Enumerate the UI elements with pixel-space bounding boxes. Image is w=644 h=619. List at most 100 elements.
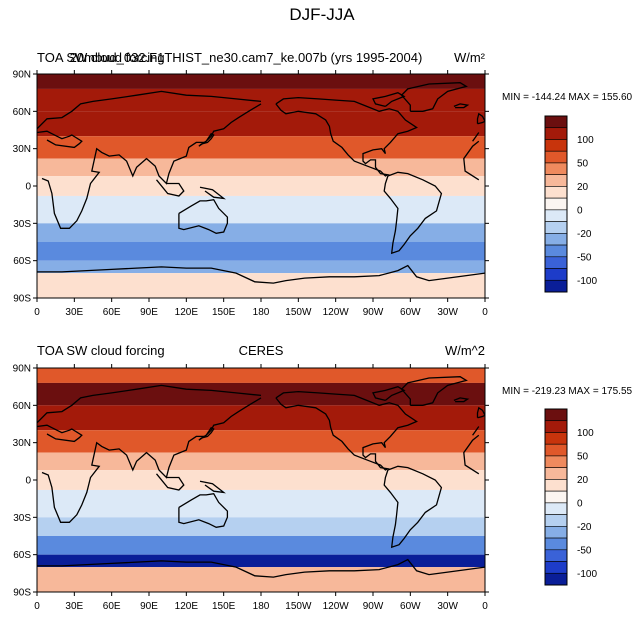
coastlines xyxy=(37,82,485,284)
lat-band xyxy=(37,567,485,592)
map-field xyxy=(37,74,485,298)
lon-tick-label: 150E xyxy=(212,601,236,612)
coastline xyxy=(372,91,406,108)
lat-tick-label: 60N xyxy=(13,107,31,118)
lon-tick-label: 120W xyxy=(323,307,350,318)
lat-tick-label: 30N xyxy=(13,438,31,449)
lat-band xyxy=(37,382,485,406)
lat-band xyxy=(37,74,485,89)
lat-tick-label: 60N xyxy=(13,401,31,412)
colorbar-tick-label: 100 xyxy=(577,135,594,146)
lon-tick-label: 90E xyxy=(140,601,158,612)
panel-units: W/m² xyxy=(454,50,486,65)
colorbar-swatch xyxy=(544,186,568,199)
colorbar-swatch xyxy=(544,537,568,551)
lon-tick-label: 180 xyxy=(253,601,270,612)
lat-tick-label: 0 xyxy=(25,182,31,193)
lat-band xyxy=(37,195,485,224)
colorbar-swatch xyxy=(544,432,568,445)
lat-band xyxy=(37,489,485,518)
colorbar-swatch xyxy=(544,514,568,527)
coastline xyxy=(476,112,485,125)
lon-tick-label: 30W xyxy=(437,307,458,318)
lat-band xyxy=(37,517,485,536)
lat-band xyxy=(37,430,485,453)
coastline xyxy=(199,186,226,200)
colorbar-frame xyxy=(544,115,568,293)
lat-band xyxy=(37,452,485,471)
colorbar-tick-label: -100 xyxy=(577,276,597,287)
colorbar-swatch xyxy=(544,197,568,211)
map-field xyxy=(37,368,485,592)
lat-tick-label: 60S xyxy=(13,256,31,267)
colorbar-swatch xyxy=(544,502,568,515)
coastline xyxy=(37,397,480,523)
lon-tick-label: 150W xyxy=(285,601,312,612)
figure-title: DJF-JJA xyxy=(289,5,355,24)
lon-tick-label: 120E xyxy=(175,601,199,612)
lon-tick-label: 120E xyxy=(175,307,199,318)
colorbar-swatch xyxy=(544,443,568,457)
colorbar-tick-label: 20 xyxy=(577,182,589,193)
coastline xyxy=(155,179,185,197)
lat-tick-label: 0 xyxy=(25,476,31,487)
lat-tick-label: 60S xyxy=(13,550,31,561)
lat-band xyxy=(37,405,485,431)
colorbar-swatch xyxy=(544,174,568,187)
lon-tick-label: 180 xyxy=(253,307,270,318)
colorbar-swatch xyxy=(544,150,568,164)
lat-tick-label: 30S xyxy=(13,513,31,524)
coastline xyxy=(275,390,418,471)
panel-units: W/m^2 xyxy=(445,343,485,358)
colorbar-swatch xyxy=(544,572,568,586)
lon-tick-label: 0 xyxy=(34,601,40,612)
lat-band xyxy=(37,470,485,490)
lon-tick-label: 60W xyxy=(400,307,421,318)
panel-left-title: TOA SW cloud forcing xyxy=(37,343,165,358)
lon-tick-label: 90E xyxy=(140,307,158,318)
lat-band xyxy=(37,223,485,242)
colorbar-tick-label: 50 xyxy=(577,451,589,462)
colorbar-tick-label: 20 xyxy=(577,475,589,486)
lon-tick-label: 120W xyxy=(323,601,350,612)
colorbar-swatch xyxy=(544,162,568,175)
colorbar-tick-label: -20 xyxy=(577,229,592,240)
coastline xyxy=(155,473,185,491)
lon-tick-label: 30E xyxy=(65,601,83,612)
lat-band xyxy=(37,273,485,298)
colorbar-swatch xyxy=(544,209,568,222)
panel-model: TOA SW cloud forcing 20mbud_032.F1THIST_… xyxy=(13,50,633,318)
lat-band xyxy=(37,368,485,383)
coastline xyxy=(383,171,443,255)
colorbar-swatch xyxy=(544,490,568,504)
coastline xyxy=(37,103,480,229)
colorbar-tick-label: 100 xyxy=(577,428,594,439)
colorbar: 100 50 20 0 -20 -50 -100 xyxy=(544,408,597,586)
coastline xyxy=(37,384,480,436)
lon-tick-label: 150E xyxy=(212,307,236,318)
coastlines xyxy=(37,376,485,578)
colorbar-swatch xyxy=(544,256,568,269)
lon-tick-label: 0 xyxy=(34,307,40,318)
colorbar-tick-label: 0 xyxy=(577,498,583,509)
lat-tick-label: 30N xyxy=(13,144,31,155)
colorbar: 100 50 20 0 -20 -50 -100 xyxy=(544,115,597,293)
coastline xyxy=(178,492,229,528)
coastline xyxy=(198,426,215,441)
colorbar-swatch xyxy=(544,561,568,574)
coastline xyxy=(37,90,480,142)
colorbar-tick-label: -100 xyxy=(577,569,597,580)
colorbar-swatch xyxy=(544,420,568,433)
coastline xyxy=(453,397,470,403)
colorbar-tick-label: -50 xyxy=(577,252,592,263)
lat-band xyxy=(37,260,485,274)
colorbar-swatch xyxy=(544,233,568,246)
lat-band xyxy=(37,136,485,159)
lat-band xyxy=(37,176,485,196)
panel-ceres: TOA SW cloud forcing CERES W/m^2 MIN = -… xyxy=(13,343,633,612)
lat-tick-label: 30S xyxy=(13,219,31,230)
colorbar-swatch xyxy=(544,127,568,140)
colorbar-swatch xyxy=(544,526,568,539)
